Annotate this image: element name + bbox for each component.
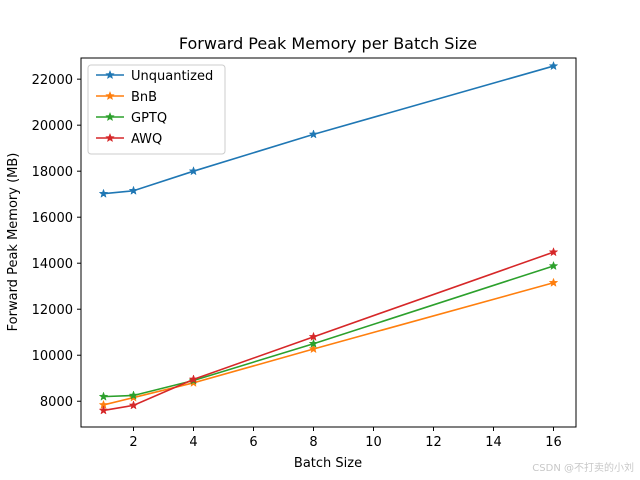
y-tick-label: 14000 xyxy=(32,257,73,272)
data-point-unquantized xyxy=(128,185,139,195)
x-tick-label: 2 xyxy=(129,435,137,450)
legend-label-gptq: GPTQ xyxy=(131,111,167,126)
x-tick-label: 4 xyxy=(189,435,197,450)
data-point-awq xyxy=(308,331,319,341)
legend-marker-unquantized xyxy=(105,69,115,80)
data-point-gptq xyxy=(308,338,319,348)
data-point-gptq xyxy=(128,390,139,400)
legend-marker-awq xyxy=(105,132,115,143)
data-point-gptq xyxy=(98,391,109,401)
y-tick-label: 20000 xyxy=(32,119,73,134)
legend-label-awq: AWQ xyxy=(131,132,162,147)
watermark-text: CSDN @不打卖的小刘 xyxy=(532,461,634,474)
data-point-unquantized xyxy=(98,188,109,198)
plot-area xyxy=(98,60,559,415)
x-axis: 2 4 6 8 10 12 14 16 xyxy=(129,427,562,450)
data-point-awq xyxy=(98,405,109,415)
y-tick-label: 8000 xyxy=(40,395,73,410)
data-point-unquantized xyxy=(308,129,319,139)
y-tick-label: 10000 xyxy=(32,349,73,364)
y-tick-label: 12000 xyxy=(32,303,73,318)
chart-title: Forward Peak Memory per Batch Size xyxy=(179,34,477,53)
x-tick-label: 16 xyxy=(545,435,562,450)
legend-marker-bnb xyxy=(105,90,115,101)
y-axis-label: Forward Peak Memory (MB) xyxy=(6,153,21,332)
data-point-unquantized xyxy=(548,60,559,71)
legend: Unquantized BnB GPTQ AWQ xyxy=(87,64,226,155)
x-tick-label: 10 xyxy=(365,435,382,450)
y-axis: 8000 10000 12000 14000 16000 18000 20000 22000 xyxy=(32,73,81,410)
data-point-awq xyxy=(128,400,139,410)
x-tick-label: 14 xyxy=(485,435,502,450)
y-tick-label: 18000 xyxy=(32,165,73,180)
data-point-gptq xyxy=(548,260,559,271)
legend-label-bnb: BnB xyxy=(131,90,157,105)
legend-box xyxy=(87,64,226,155)
x-tick-label: 8 xyxy=(309,435,317,450)
x-tick-label: 12 xyxy=(425,435,442,450)
data-point-bnb xyxy=(308,343,319,354)
x-axis-label: Batch Size xyxy=(294,456,362,471)
data-point-awq xyxy=(188,374,199,384)
x-tick-label: 6 xyxy=(249,435,257,450)
data-point-unquantized xyxy=(188,166,199,176)
legend-marker-gptq xyxy=(105,111,115,122)
data-point-bnb xyxy=(548,277,559,287)
y-tick-label: 22000 xyxy=(32,73,73,88)
legend-label-unquantized: Unquantized xyxy=(131,69,213,84)
data-point-awq xyxy=(548,247,559,257)
plot-frame xyxy=(80,57,577,428)
y-tick-label: 16000 xyxy=(32,211,73,226)
